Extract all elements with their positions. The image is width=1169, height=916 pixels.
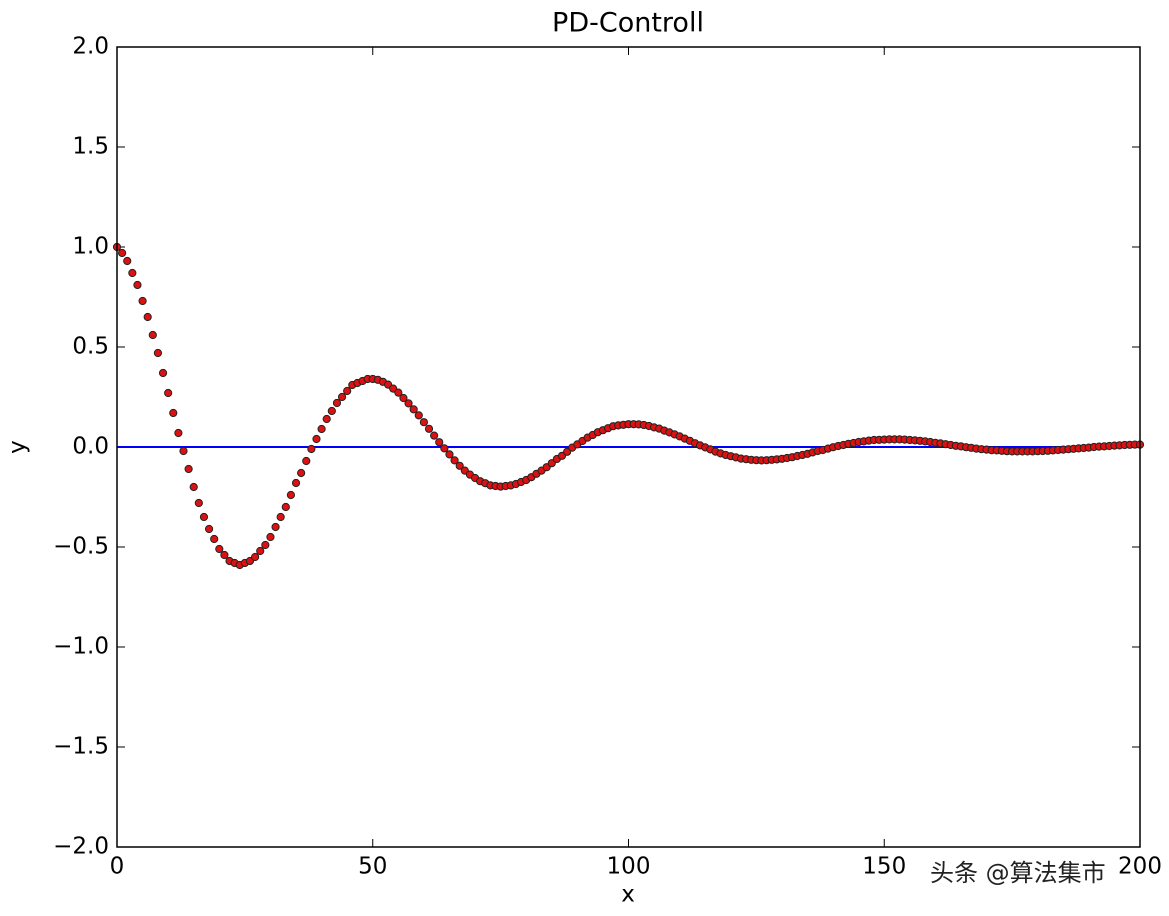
point (343, 386, 352, 396)
point (143, 312, 152, 322)
point (179, 446, 188, 456)
point (271, 522, 280, 532)
point (256, 546, 265, 556)
point (409, 405, 418, 414)
point (286, 490, 296, 500)
point (291, 478, 301, 488)
plot-frame (116, 46, 1141, 848)
point (430, 431, 439, 440)
point (123, 256, 132, 266)
point (158, 368, 168, 378)
point (332, 398, 342, 408)
point (307, 444, 316, 454)
y-tick-label: 1.0 (72, 234, 109, 260)
x-tick-label: 150 (862, 854, 906, 880)
point (450, 456, 459, 465)
point (128, 268, 137, 278)
point (194, 498, 203, 508)
point (281, 502, 290, 512)
point (440, 444, 449, 453)
y-tick-label: −1.5 (53, 734, 109, 760)
point (414, 411, 423, 420)
point (312, 434, 321, 444)
point (169, 408, 178, 418)
y-tick-label: 0.5 (72, 334, 109, 360)
x-tick-label: 100 (607, 854, 651, 880)
point (399, 393, 408, 403)
point (276, 512, 285, 522)
x-tick-label: 0 (110, 854, 125, 880)
point (297, 468, 306, 478)
watermark: 头条 @算法集市 (930, 859, 1106, 887)
point (337, 392, 347, 402)
point (220, 550, 229, 560)
point (266, 532, 275, 542)
point (317, 424, 326, 434)
point (302, 456, 311, 466)
point (215, 544, 224, 554)
y-tick-label: −2.0 (53, 834, 109, 860)
point (322, 414, 331, 424)
point (419, 418, 428, 427)
point (251, 552, 260, 562)
point (153, 348, 163, 358)
point (184, 464, 193, 474)
point (424, 424, 434, 433)
y-axis-label: y (5, 440, 31, 454)
point (394, 388, 403, 397)
chart-title: PD-Controll (552, 8, 704, 39)
point (138, 296, 147, 306)
y-tick-label: 1.5 (72, 134, 109, 160)
point (261, 540, 270, 550)
point (199, 512, 209, 522)
y-tick-label: 2.0 (72, 34, 109, 60)
point (174, 428, 183, 438)
point (164, 388, 173, 398)
point (445, 450, 454, 459)
point (327, 406, 336, 416)
point (118, 248, 127, 258)
point (455, 461, 464, 470)
y-tick-label: −1.0 (53, 634, 109, 660)
x-axis-label: x (621, 882, 635, 908)
point (435, 438, 444, 447)
point (204, 524, 214, 534)
point (404, 399, 413, 408)
y-tick-label: 0.0 (72, 434, 109, 460)
point (210, 534, 219, 544)
point (189, 482, 198, 492)
point (148, 330, 157, 340)
y-tick-label: −0.5 (53, 534, 109, 560)
x-tick-label: 50 (358, 854, 387, 880)
x-tick-label: 200 (1118, 854, 1162, 880)
point (133, 280, 142, 290)
